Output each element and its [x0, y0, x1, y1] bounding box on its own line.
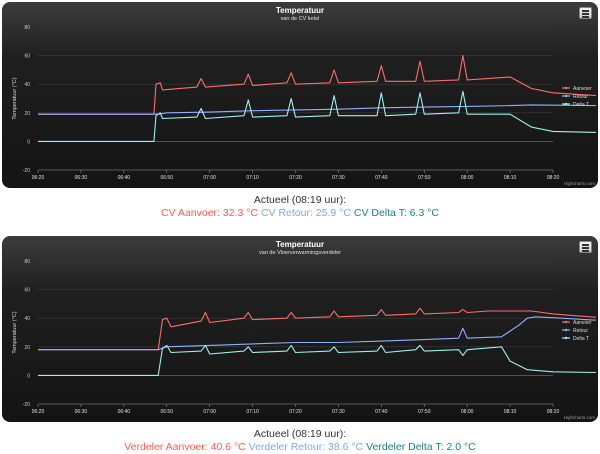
legend-marker — [564, 336, 568, 340]
x-tick-label: 07:10 — [246, 175, 259, 181]
y-tick-label: 40 — [24, 82, 30, 88]
x-tick-label: 06:40 — [118, 175, 131, 181]
chart-credit: Highcharts.com — [564, 415, 596, 420]
x-tick-label: 07:20 — [289, 175, 302, 181]
legend-marker — [564, 328, 568, 332]
legend-marker — [564, 86, 568, 90]
x-tick-label: 06:30 — [75, 409, 88, 415]
status-verdeler: Actueel (08:19 uur): Verdeler Aanvoer: 4… — [0, 428, 600, 454]
legend-item: Delta T — [573, 336, 589, 342]
status-delta: Verdeler Delta T: 2.0 °C — [366, 441, 476, 453]
x-tick-label: 06:20 — [32, 409, 45, 415]
x-tick-label: 07:50 — [418, 175, 431, 181]
status-retour: Verdeler Retour: 38.6 °C — [248, 441, 364, 453]
x-tick-label: 07:50 — [418, 409, 431, 415]
legend-item: Aanvoer — [573, 320, 592, 326]
x-tick-label: 06:40 — [118, 409, 131, 415]
status-aanvoer: Verdeler Aanvoer: 40.6 °C — [124, 441, 246, 453]
x-tick-label: 07:40 — [375, 175, 388, 181]
x-tick-label: 07:00 — [203, 175, 216, 181]
status-cv: Actueel (08:19 uur): CV Aanvoer: 32.3 °C… — [0, 194, 600, 220]
series-line-aanvoer — [38, 307, 596, 351]
x-tick-label: 07:00 — [203, 409, 216, 415]
chart-subtitle: van de Vloerverwarmingsverdeler — [259, 250, 341, 256]
series-line-retour — [38, 104, 596, 115]
x-tick-label: 07:10 — [246, 409, 259, 415]
y-tick-label: 80 — [24, 259, 30, 265]
chart-credit: Highcharts.com — [564, 181, 596, 186]
x-tick-label: 08:10 — [504, 409, 517, 415]
legend-item: Retour — [573, 94, 588, 100]
legend-item: Retour — [573, 328, 588, 334]
y-tick-label: 80 — [24, 25, 30, 31]
y-tick-label: 60 — [24, 54, 30, 60]
x-tick-label: 07:40 — [375, 409, 388, 415]
chart-panel-verdeler: Temperatuur van de Vloerverwarmingsverdel… — [2, 236, 598, 422]
x-tick-label: 08:00 — [461, 409, 474, 415]
series-line-aanvoer — [38, 55, 596, 115]
x-tick-label: 08:20 — [547, 175, 560, 181]
status-retour: CV Retour: 25.9 °C — [260, 207, 351, 219]
y-tick-label: 20 — [24, 111, 30, 117]
x-tick-label: 07:20 — [289, 409, 302, 415]
legend-item: Aanvoer — [573, 86, 592, 92]
x-tick-label: 06:30 — [75, 175, 88, 181]
status-heading: Actueel (08:19 uur): — [253, 428, 347, 440]
y-axis-label: Temperatuur (°C) — [12, 77, 18, 119]
chart-title: Temperatuur — [276, 240, 324, 249]
x-tick-label: 06:20 — [32, 175, 45, 181]
y-tick-label: 0 — [27, 139, 30, 145]
legend-item: Delta T — [573, 102, 589, 108]
y-tick-label: 60 — [24, 288, 30, 294]
chart-menu-icon[interactable] — [579, 7, 592, 19]
status-heading: Actueel (08:19 uur): — [253, 194, 347, 206]
x-tick-label: 07:30 — [332, 175, 345, 181]
chart-title: Temperatuur — [276, 6, 324, 15]
status-delta: CV Delta T: 6.3 °C — [353, 207, 439, 219]
series-line-delta-t — [38, 344, 596, 376]
chart-panel-cv-ketel: Temperatuur van de CV ketel -20 0 20 40 60 80 06… — [2, 2, 598, 188]
y-tick-label: 0 — [27, 373, 30, 379]
y-tick-label: 20 — [24, 345, 30, 351]
x-tick-label: 07:30 — [332, 409, 345, 415]
x-tick-label: 06:50 — [160, 409, 173, 415]
y-tick-label: -20 — [23, 168, 30, 174]
chart-subtitle: van de CV ketel — [281, 16, 320, 22]
legend-marker — [564, 102, 568, 106]
legend-marker — [564, 320, 568, 324]
status-aanvoer: CV Aanvoer: 32.3 °C — [161, 207, 259, 219]
x-tick-label: 08:10 — [504, 175, 517, 181]
x-tick-label: 08:20 — [547, 409, 560, 415]
x-tick-label: 08:00 — [461, 175, 474, 181]
x-tick-label: 06:50 — [160, 175, 173, 181]
y-axis-label: Temperatuur (°C) — [12, 311, 18, 353]
series-line-retour — [38, 316, 596, 351]
chart-menu-icon[interactable] — [579, 241, 592, 253]
y-tick-label: 40 — [24, 316, 30, 322]
series-line-delta-t — [38, 90, 596, 142]
legend-marker — [564, 94, 568, 98]
y-tick-label: -20 — [23, 402, 30, 408]
